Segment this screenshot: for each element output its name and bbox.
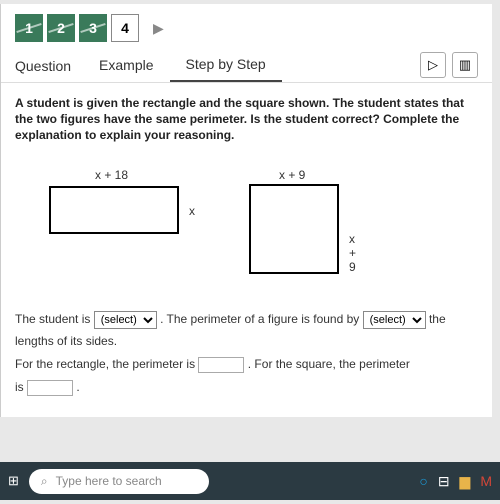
square-figure: x + 9 x + 9: [249, 172, 339, 274]
windows-taskbar: ⊞ ⌕ Type here to search ○ ⊟ ▆ M: [0, 462, 500, 500]
taskbar-search[interactable]: ⌕ Type here to search: [29, 469, 209, 494]
ans-seg6: is: [15, 380, 27, 394]
student-correct-select[interactable]: (select): [94, 311, 157, 329]
tab-step-by-step[interactable]: Step by Step: [170, 48, 282, 82]
perimeter-op-select[interactable]: (select): [363, 311, 426, 329]
problem-text: A student is given the rectangle and the…: [1, 83, 492, 160]
ans-seg4: For the rectangle, the perimeter is: [15, 357, 198, 371]
taskbar-search-placeholder: Type here to search: [56, 474, 162, 488]
cortana-icon[interactable]: ○: [419, 473, 427, 489]
rectangle-shape: [49, 186, 179, 234]
answer-block: The student is (select) . The perimeter …: [1, 282, 492, 409]
page-nav-3[interactable]: 3: [79, 14, 107, 42]
page-nav-2[interactable]: 2: [47, 14, 75, 42]
tab-question-label: Question: [15, 50, 83, 80]
rect-perimeter-input[interactable]: [198, 357, 244, 373]
page-nav-1[interactable]: 1: [15, 14, 43, 42]
problem-text-content: A student is given the rectangle and the…: [15, 96, 464, 142]
taskbar-tray: ○ ⊟ ▆ M: [419, 473, 492, 490]
ans-seg1: The student is: [15, 312, 94, 326]
rect-top-label: x + 18: [95, 168, 128, 182]
windows-start-icon[interactable]: ⊞: [8, 473, 19, 489]
book-icon[interactable]: ▥: [452, 52, 478, 78]
search-icon: ⌕: [41, 474, 48, 489]
rect-right-label: x: [189, 204, 195, 218]
square-shape: [249, 184, 339, 274]
page-nav-4[interactable]: 4: [111, 14, 139, 42]
tab-action-icons: ▷ ▥: [420, 52, 478, 78]
ans-period: .: [76, 380, 79, 394]
explorer-icon[interactable]: ▆: [460, 473, 471, 490]
app-panel: 1 2 3 4 ▶ Question Example Step by Step …: [0, 4, 492, 417]
page-nav-next-icon[interactable]: ▶: [153, 20, 164, 37]
tab-example[interactable]: Example: [83, 49, 169, 81]
tab-row: Question Example Step by Step ▷ ▥: [1, 48, 492, 83]
task-view-icon[interactable]: ⊟: [438, 473, 450, 490]
ans-seg2: . The perimeter of a figure is found by: [160, 312, 363, 326]
gmail-icon[interactable]: M: [480, 473, 492, 489]
sq-top-label: x + 9: [279, 168, 305, 182]
page-nav: 1 2 3 4 ▶: [1, 4, 492, 48]
sq-right-label: x + 9: [349, 232, 356, 274]
ans-seg5: . For the square, the perimeter: [248, 357, 410, 371]
video-icon[interactable]: ▷: [420, 52, 446, 78]
rectangle-figure: x + 18 x: [49, 186, 179, 274]
figures-row: x + 18 x x + 9 x + 9: [1, 160, 492, 282]
sq-perimeter-input[interactable]: [27, 380, 73, 396]
